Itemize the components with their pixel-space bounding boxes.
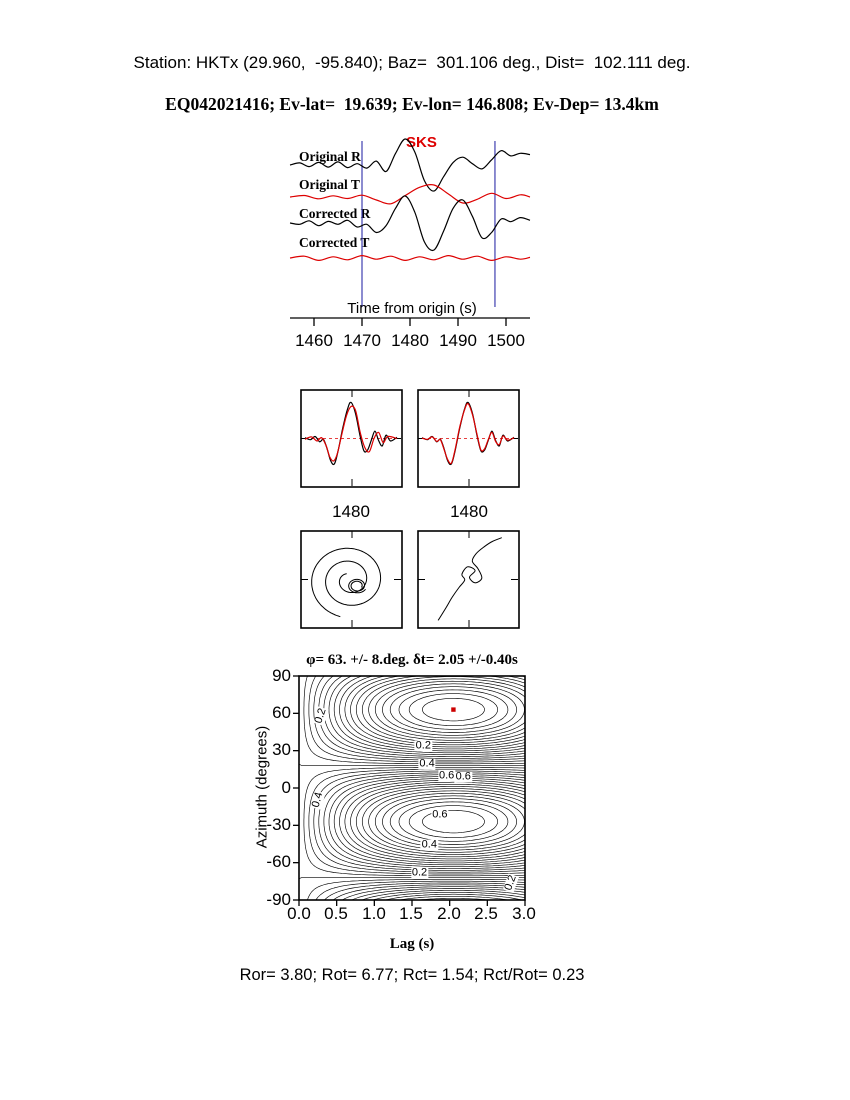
contour-label: 0.6 xyxy=(454,770,472,783)
contour-label: 0.2 xyxy=(414,739,432,752)
lag-axis-tick: 3.0 xyxy=(512,904,536,923)
particle-motion-left-plot xyxy=(300,530,403,629)
time-axis-tick: 1500 xyxy=(487,331,525,350)
time-axis-title: Time from origin (s) xyxy=(347,300,477,317)
time-axis-tick: 1490 xyxy=(439,331,477,350)
window-compare-left-plot xyxy=(300,389,403,488)
window-compare-right-plot xyxy=(417,389,520,488)
contour-title: φ= 63. +/- 8.deg. δt= 2.05 +/-0.40s xyxy=(306,652,518,668)
contour-label: 0.6 xyxy=(431,808,449,821)
phase-label: SKS xyxy=(406,134,437,151)
azimuth-axis-tick: 90 xyxy=(272,666,291,685)
error-surface-plot: 0.2 0.2 0.4 0.6 0.6 0.4 0.6 0.4 0.2 0.2 xyxy=(292,669,532,909)
result-summary: Ror= 3.80; Rot= 6.77; Rct= 1.54; Rct/Rot… xyxy=(239,966,585,984)
trace-label-original-t: Original T xyxy=(299,177,360,192)
lag-axis-title: Lag (s) xyxy=(389,936,435,952)
contour-label: 0.6 xyxy=(437,769,456,782)
azimuth-axis-tick: 30 xyxy=(272,740,291,759)
contour-label: 0.4 xyxy=(418,757,436,770)
azimuth-axis-tick: 60 xyxy=(272,703,291,722)
station-header: Station: HKTx (29.960, -95.840); Baz= 30… xyxy=(133,53,691,72)
lag-axis-tick: 1.5 xyxy=(399,904,423,923)
azimuth-axis-tick: -60 xyxy=(266,852,291,871)
trace-label-original-r: Original R xyxy=(299,149,361,164)
azimuth-axis-tick: -90 xyxy=(266,890,291,909)
particle-motion-right-plot xyxy=(417,530,520,629)
time-axis-tick: 1470 xyxy=(343,331,381,350)
lag-axis-tick: 2.5 xyxy=(474,904,498,923)
azimuth-axis-tick: 0 xyxy=(281,778,291,797)
lag-axis-tick: 0.0 xyxy=(287,904,311,923)
lag-axis-tick: 2.0 xyxy=(437,904,461,923)
event-header: EQ042021416; Ev-lat= 19.639; Ev-lon= 146… xyxy=(165,94,659,114)
contour-label: 0.4 xyxy=(420,838,438,851)
lag-axis-tick: 1.0 xyxy=(362,904,386,923)
time-axis-tick: 1480 xyxy=(391,331,429,350)
trace-label-corrected-t: Corrected T xyxy=(299,235,370,250)
compare-right-tick: 1480 xyxy=(450,502,488,521)
lag-axis-tick: 0.5 xyxy=(324,904,348,923)
azimuth-axis-tick: -30 xyxy=(266,815,291,834)
waveform-plot xyxy=(289,138,531,326)
compare-left-tick: 1480 xyxy=(332,502,370,521)
trace-label-corrected-r: Corrected R xyxy=(299,206,371,221)
time-axis-tick: 1460 xyxy=(295,331,333,350)
contour-label: 0.2 xyxy=(410,866,429,879)
